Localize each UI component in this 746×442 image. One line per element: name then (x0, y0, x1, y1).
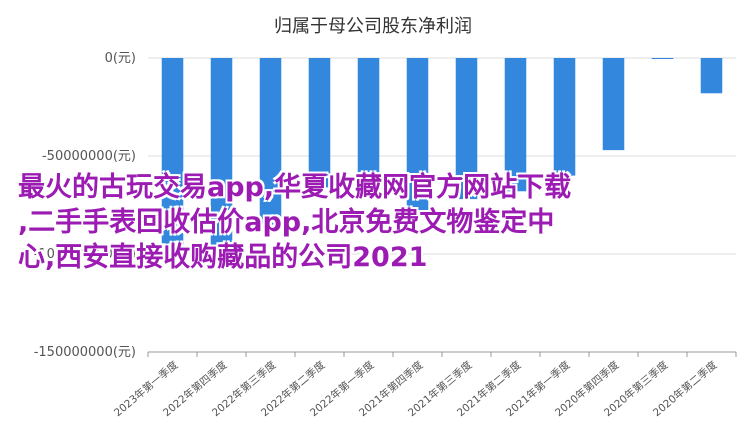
bar (504, 58, 527, 192)
bar (455, 58, 478, 200)
y-axis-ticks: 0(元) -50000000(元) -100000000(元) -150000000(… (34, 51, 136, 360)
y-tick-label: 0(元) (105, 51, 136, 66)
y-tick-label: -50000000(元) (42, 149, 136, 164)
bar (602, 58, 625, 151)
overlay-line-1: 最火的古玩交易app,华夏收藏网官方网站下载 (18, 172, 572, 203)
bars (161, 58, 723, 251)
bar (259, 58, 282, 225)
chart-title: 归属于母公司股东净利润 (274, 16, 472, 37)
y-tick-label: -100000000(元) (34, 247, 136, 262)
y-tick-label: -150000000(元) (34, 345, 136, 360)
bar (700, 58, 723, 94)
bar (651, 58, 674, 59)
overlay-line-2: ,二手手表回收估价app,北京免费文物鉴定中 (18, 207, 555, 238)
overlay-line-3: 心,西安直接收购藏品的公司2021 (18, 242, 428, 273)
bar (406, 58, 429, 211)
bar (553, 58, 576, 176)
overlay-watermark-text: 最火的古玩交易app,华夏收藏网官方网站下载 ,二手手表回收估价app,北京免费… (18, 170, 718, 275)
x-axis-ticks: 2023年第一季度2022年第四季度2022年第三季度2022年第二季度2022… (111, 352, 737, 419)
bar (161, 58, 184, 245)
bar (357, 58, 380, 180)
bar (210, 58, 233, 251)
bar (308, 58, 331, 188)
